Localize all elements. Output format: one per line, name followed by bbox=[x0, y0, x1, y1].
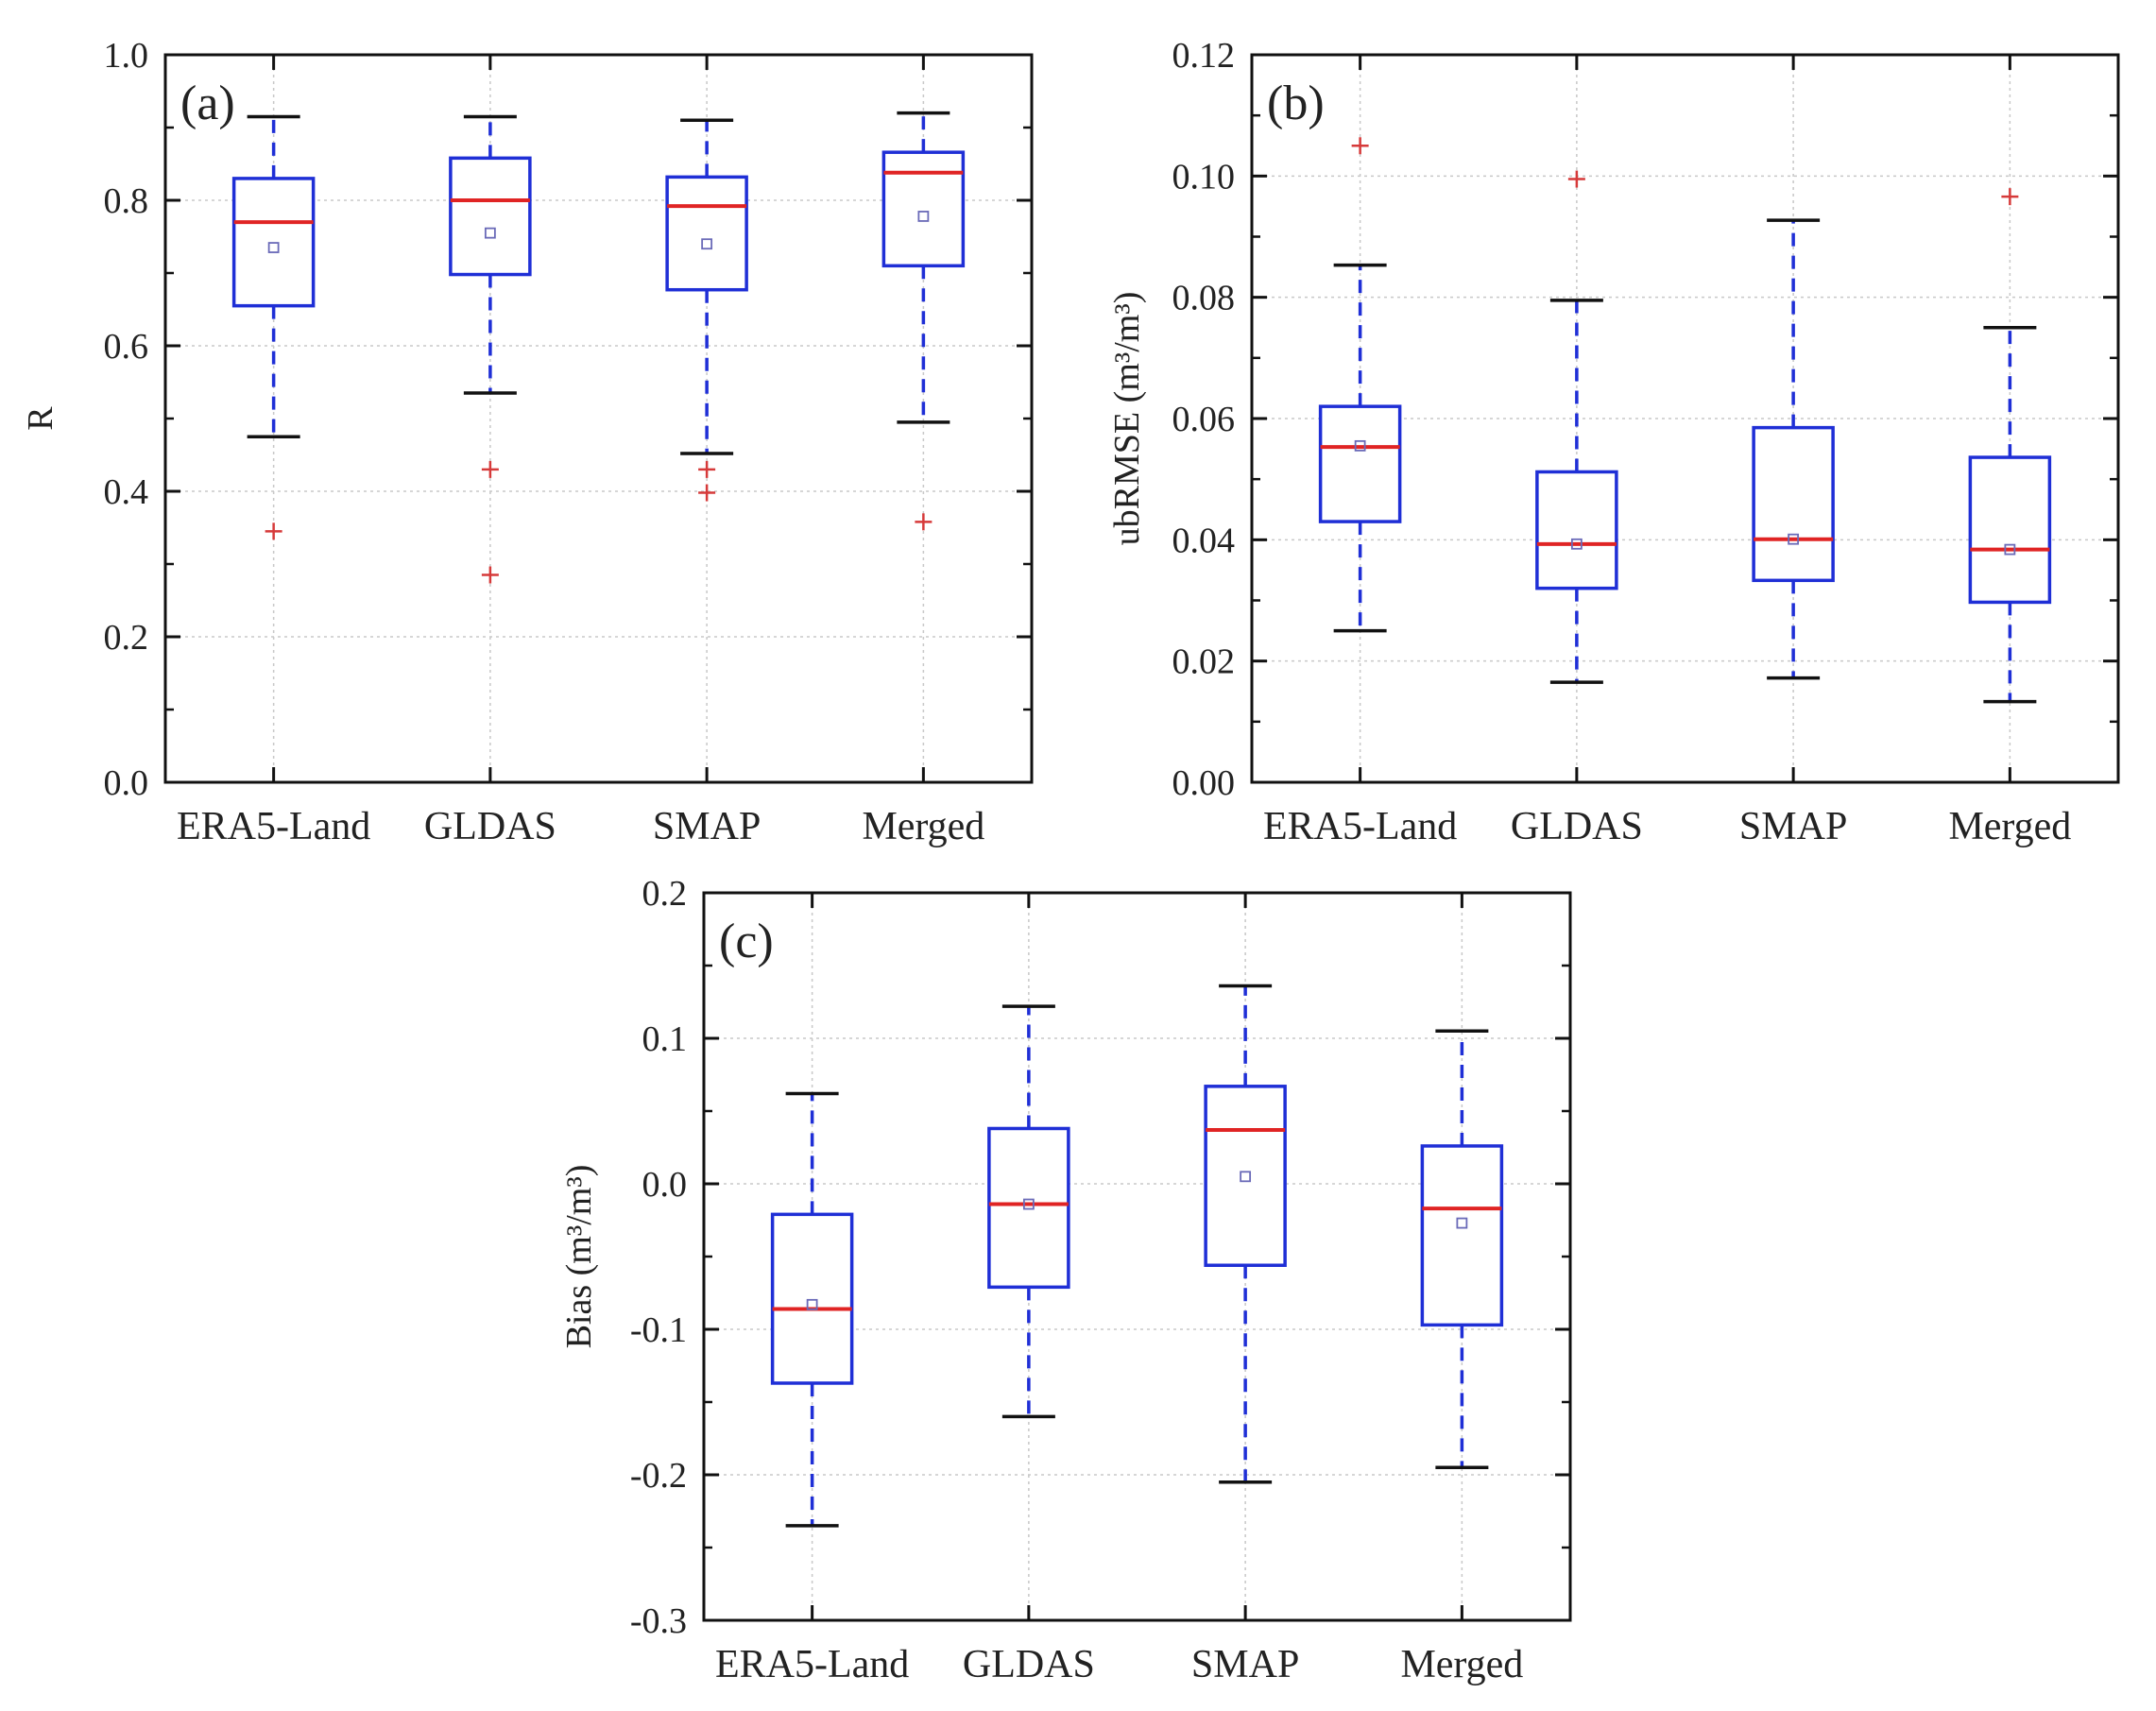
box-group-b-0 bbox=[1318, 137, 1402, 633]
box-group-a-0 bbox=[231, 114, 316, 540]
x-tick-label-c: SMAP bbox=[1191, 1643, 1299, 1686]
y-tick-label-a: 0.8 bbox=[104, 181, 149, 221]
outlier-marker bbox=[915, 513, 933, 531]
box-group-b-2 bbox=[1752, 218, 1835, 680]
outlier-marker bbox=[265, 522, 282, 540]
iqr-box bbox=[1420, 1144, 1504, 1327]
iqr-box bbox=[665, 175, 748, 292]
iqr-box bbox=[1968, 455, 2052, 605]
box-group-b-1 bbox=[1535, 170, 1618, 684]
y-tick-label-a: 0.6 bbox=[104, 327, 149, 367]
mean-marker bbox=[806, 1298, 818, 1310]
x-tick-label-b: ERA5-Land bbox=[1263, 805, 1457, 848]
y-tick-label-b: 0.12 bbox=[1172, 36, 1236, 76]
mean-marker bbox=[917, 211, 930, 222]
box-group-c-0 bbox=[770, 1091, 854, 1528]
x-tick-label-a: ERA5-Land bbox=[177, 805, 370, 848]
y-tick-label-c: 0.0 bbox=[642, 1165, 688, 1205]
iqr-box bbox=[987, 1126, 1070, 1290]
iqr-box bbox=[449, 156, 532, 277]
mean-marker bbox=[1022, 1198, 1035, 1210]
mean-marker bbox=[1570, 538, 1583, 550]
x-tick-label-a: GLDAS bbox=[424, 805, 556, 848]
y-axis-label-b: ubRMSE (m³/m³) bbox=[1107, 292, 1147, 546]
x-tick-label-b: GLDAS bbox=[1511, 805, 1643, 848]
panel-c: -0.3 -0.2 -0.1 0.0 0.1 0.2 ERA5-Land GLDAS SMAP M… bbox=[559, 874, 1572, 1686]
box-group-c-2 bbox=[1204, 984, 1287, 1484]
outlier-marker bbox=[698, 484, 716, 502]
outlier-marker bbox=[2001, 188, 2019, 206]
y-tick-label-a: 0.2 bbox=[104, 618, 149, 658]
mean-marker bbox=[1788, 533, 1800, 545]
y-axis-label-c: Bias (m³/m³) bbox=[559, 1165, 599, 1349]
panel-label-b: (b) bbox=[1267, 77, 1325, 130]
y-tick-label-a: 0.0 bbox=[104, 763, 149, 803]
x-tick-label-b: Merged bbox=[1948, 805, 2071, 848]
box-group-a-1 bbox=[449, 114, 532, 584]
box-group-b-3 bbox=[1968, 188, 2052, 704]
box-group-c-3 bbox=[1420, 1029, 1504, 1470]
y-tick-label-b: 0.08 bbox=[1172, 279, 1236, 318]
outlier-marker bbox=[481, 460, 499, 478]
y-axis-label-a: R bbox=[21, 406, 60, 431]
x-tick-label-c: GLDAS bbox=[963, 1643, 1095, 1686]
outlier-marker bbox=[481, 566, 499, 584]
x-tick-label-c: ERA5-Land bbox=[715, 1643, 909, 1686]
mean-marker bbox=[2004, 543, 2016, 556]
y-tick-label-a: 1.0 bbox=[104, 36, 149, 76]
mean-marker bbox=[1240, 1171, 1252, 1183]
iqr-box bbox=[1535, 470, 1618, 590]
y-tick-label-c: -0.2 bbox=[630, 1456, 687, 1496]
y-tick-label-b: 0.04 bbox=[1172, 521, 1236, 560]
iqr-box bbox=[1204, 1085, 1287, 1267]
outlier-marker bbox=[698, 460, 716, 478]
x-tick-label-c: Merged bbox=[1400, 1643, 1523, 1686]
y-tick-label-c: -0.3 bbox=[630, 1601, 687, 1641]
x-tick-label-a: Merged bbox=[862, 805, 984, 848]
y-tick-label-c: -0.1 bbox=[630, 1310, 687, 1350]
iqr-box bbox=[1318, 404, 1402, 523]
box-group-c-1 bbox=[987, 1004, 1070, 1419]
panel-a: 0.0 0.2 0.4 0.6 0.8 1.0 ERA5-Land GLDAS SMAP Merg… bbox=[21, 36, 1034, 848]
panel-label-c: (c) bbox=[719, 915, 774, 968]
y-tick-label-b: 0.02 bbox=[1172, 642, 1236, 682]
x-tick-label-a: SMAP bbox=[653, 805, 761, 848]
outlier-marker bbox=[1567, 170, 1585, 188]
y-tick-label-b: 0.10 bbox=[1172, 157, 1236, 197]
mean-marker bbox=[484, 227, 496, 239]
y-tick-label-b: 0.06 bbox=[1172, 400, 1236, 439]
box-group-a-2 bbox=[665, 118, 748, 502]
y-tick-label-a: 0.4 bbox=[104, 472, 149, 512]
iqr-box bbox=[770, 1212, 854, 1385]
box-group-a-3 bbox=[881, 111, 966, 531]
y-tick-label-c: 0.2 bbox=[642, 874, 688, 914]
y-tick-label-b: 0.00 bbox=[1172, 763, 1236, 803]
panel-label-a: (a) bbox=[180, 77, 235, 130]
mean-marker bbox=[1456, 1217, 1468, 1229]
mean-marker bbox=[267, 242, 280, 253]
x-tick-label-b: SMAP bbox=[1739, 805, 1847, 848]
outlier-marker bbox=[1351, 137, 1369, 155]
mean-marker bbox=[701, 238, 713, 250]
iqr-box bbox=[881, 150, 966, 268]
iqr-box bbox=[1752, 425, 1835, 583]
y-tick-label-c: 0.1 bbox=[642, 1019, 688, 1059]
mean-marker bbox=[1354, 439, 1366, 452]
panel-b: 0.00 0.02 0.04 0.06 0.08 0.10 0.12 ERA5-Land GLD… bbox=[1107, 36, 2120, 848]
